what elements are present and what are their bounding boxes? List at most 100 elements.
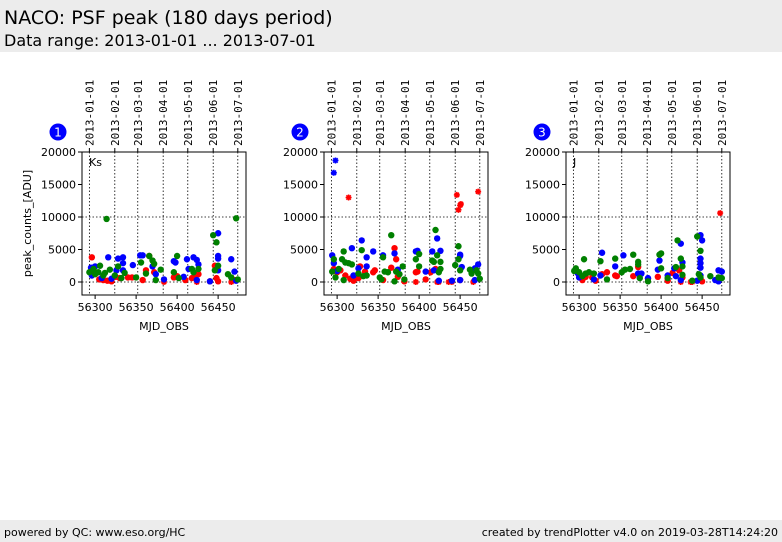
y-tick-label: 5000 [48,244,76,257]
data-point-green [603,276,611,283]
outlier-point-red [457,201,464,207]
data-point-blue [183,256,191,263]
data-point-green [437,258,444,266]
data-point-green [329,268,336,275]
y-tick-label: 5000 [532,244,560,257]
data-point-blue [422,268,429,275]
data-point-green [630,251,637,258]
data-point-blue [350,272,357,279]
panel-number: 2 [296,126,304,140]
data-point-green [335,265,342,273]
data-point-green [401,276,408,283]
data-point-blue [206,278,214,285]
data-point-blue [119,259,127,267]
x-tick-label: 56400 [402,301,437,314]
data-point-green [106,266,114,273]
y-tick-label: 15000 [41,179,76,192]
top-tick-label: 2013-01-01 [83,80,96,146]
data-point-blue [160,276,168,283]
panel-number-badge [533,123,551,141]
x-axis-label: MJD_OBS [623,320,673,333]
data-point-green [718,274,725,282]
y-tick-label: 0 [311,276,318,289]
top-tick-label: 2013-05-01 [666,80,679,146]
y-tick-label: 0 [553,276,560,289]
data-point-blue [435,277,442,284]
data-point-green [213,239,220,246]
data-point-green [636,274,643,282]
data-point-blue [363,263,370,270]
data-point-green [694,233,701,240]
panel-number-badge [291,123,309,141]
data-point-green [697,247,704,254]
data-point-blue [456,276,464,284]
data-point-green [195,265,202,273]
data-point-green [384,269,392,276]
top-tick-label: 2013-02-01 [593,80,606,146]
axes-frame [81,151,247,296]
data-point-green [391,278,398,285]
data-point-blue [231,268,238,275]
data-point-blue [697,255,704,262]
top-tick-label: 2013-02-01 [109,80,122,146]
top-tick-label: 2013-05-01 [182,80,195,146]
data-point-green [634,261,642,268]
data-point-green [378,276,385,283]
data-point-red [355,274,362,282]
top-tick-label: 2013-07-01 [716,80,729,146]
y-tick-label: 10000 [525,211,560,224]
data-point-red [388,264,395,271]
data-point-green [430,258,438,266]
data-point-blue [612,263,619,270]
data-point-blue [152,271,159,278]
data-point-green [399,263,406,270]
data-point-blue [139,252,146,259]
data-point-blue [698,237,706,244]
data-point-blue [193,276,200,284]
data-point-green [228,274,235,281]
data-point-green [474,270,482,277]
outlier-point-red [345,194,352,201]
panel-3: 2013-01-01 2013-02-01 2013-03-01 2013-04-01… [525,80,731,333]
data-point-green [432,226,439,234]
data-point-green [90,265,97,273]
data-point-blue [129,261,137,269]
top-tick-label: 2013-04-01 [641,80,654,146]
data-point-green [626,265,634,273]
data-point-green [707,272,714,280]
data-point-green [132,274,140,281]
data-point-blue [437,247,444,254]
data-point-blue [348,245,356,252]
panel-1: 2013-01-01 2013-02-01 2013-03-01 2013-04-01… [21,80,247,333]
data-point-green [412,256,420,263]
data-point-blue [370,248,377,255]
data-point-blue [214,230,222,237]
data-point-green [173,252,181,260]
x-tick-label: 56300 [78,301,113,314]
x-tick-label: 56400 [644,301,679,314]
data-point-red [350,277,357,284]
data-point-green [111,272,119,279]
data-point-green [340,248,347,255]
data-point-green [211,267,219,274]
outlier-point-blue [330,169,337,176]
data-point-green [590,270,598,277]
data-point-green [379,254,387,261]
data-point-blue [433,235,441,242]
data-point-green [674,237,681,244]
data-point-green [118,274,125,282]
panel-2: 2013-01-01 2013-02-01 2013-03-01 2013-04-01… [283,80,489,333]
x-tick-label: 56350 [603,301,638,314]
data-point-red [422,276,429,283]
top-tick-label: 2013-03-01 [374,80,387,146]
header-bar: NACO: PSF peak (180 days period) Data ra… [0,0,782,52]
footer-right: created by trendPlotter v4.0 on 2019-03-… [481,526,778,539]
data-point-green [330,256,338,263]
top-tick-label: 2013-04-01 [399,80,412,146]
data-point-green [433,252,441,259]
data-point-blue [119,254,127,261]
data-point-green [355,270,362,277]
top-tick-label: 2013-07-01 [474,80,487,146]
data-point-blue [214,255,222,262]
